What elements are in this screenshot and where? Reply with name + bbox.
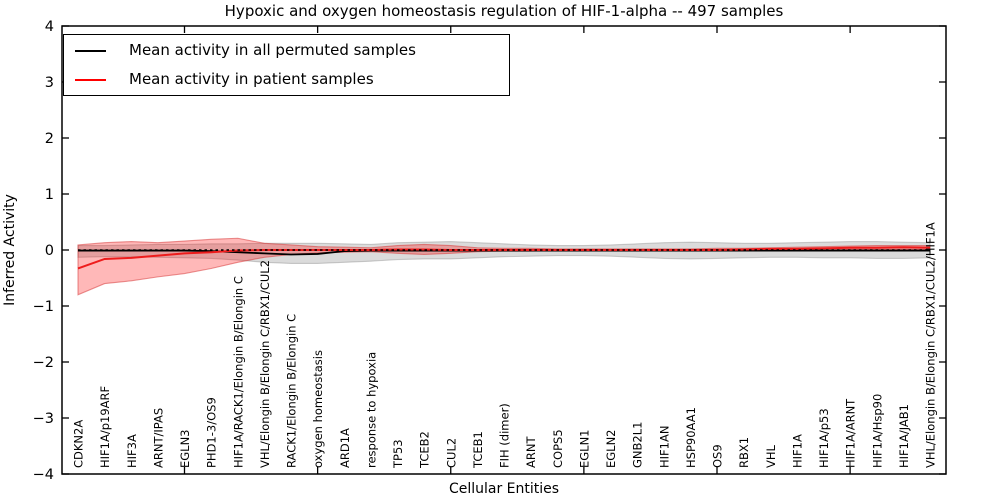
x-entity-label: EGLN1 (577, 429, 591, 468)
x-entity-label: PHD1-3/OS9 (205, 397, 219, 468)
x-entity-label: HSP90AA1 (684, 407, 698, 468)
chart-title: Hypoxic and oxygen homeostasis regulatio… (224, 2, 784, 20)
y-tick-label: −3 (33, 411, 54, 427)
legend: Mean activity in all permuted samples Me… (63, 34, 510, 96)
x-entity-label: HIF1A/p19ARF (98, 386, 112, 468)
x-entity-label: CUL2 (444, 438, 458, 468)
legend-item-permuted: Mean activity in all permuted samples (64, 36, 509, 65)
y-tick-label: 3 (45, 75, 54, 91)
x-entity-label: VHL/Elongin B/Elongin C/RBX1/CUL2/HIF1A (924, 222, 938, 468)
legend-item-patient: Mean activity in patient samples (64, 65, 509, 94)
x-entity-label: TCEB1 (471, 431, 485, 469)
patient-confidence-band (77, 237, 931, 296)
x-entity-label: TCEB2 (418, 431, 432, 469)
x-entity-label: TP53 (391, 439, 405, 469)
x-entity-label: oxygen homeostasis (311, 350, 325, 468)
legend-label-patient: Mean activity in patient samples (129, 70, 374, 88)
y-tick-label: −1 (33, 299, 54, 315)
x-entity-label: ARNT/IPAS (151, 408, 165, 468)
y-tick-label: 4 (45, 19, 54, 35)
x-entity-label: RBX1 (737, 437, 751, 468)
patient-line-swatch (75, 78, 106, 81)
x-entity-label: ARD1A (338, 428, 352, 468)
x-entity-label: FIH (dimer) (498, 403, 512, 468)
x-entity-label: EGLN2 (604, 429, 618, 468)
x-entity-label: OS9 (711, 444, 725, 468)
y-tick-label: 0 (45, 243, 54, 259)
x-entity-label: HIF1A/JAB1 (897, 404, 911, 468)
x-entity-label: GNB2L1 (631, 422, 645, 468)
x-entity-label: HIF1AN (657, 426, 671, 468)
x-entity-label: RACK1/Elongin B/Elongin C (285, 314, 299, 468)
x-entity-label: HIF1A/RACK1/Elongin B/Elongin C (231, 276, 245, 468)
permuted-confidence-band (77, 241, 931, 264)
y-tick-label: 1 (45, 187, 54, 203)
x-entity-label: EGLN3 (178, 429, 192, 468)
x-entity-label: response to hypoxia (364, 352, 378, 468)
x-entity-label: HIF3A (125, 434, 139, 468)
x-entity-label: VHL/Elongin B/Elongin C/RBX1/CUL2 (258, 260, 272, 468)
permuted-line-swatch (75, 49, 106, 52)
x-entity-label: COPS5 (551, 429, 565, 468)
y-axis-label: Inferred Activity (2, 194, 18, 306)
x-entity-label: HIF1A/ARNT (844, 398, 858, 468)
x-entity-label: ARNT (524, 436, 538, 468)
x-entity-label: HIF1A/Hsp90 (870, 394, 884, 468)
x-entity-label: VHL (764, 444, 778, 468)
y-tick-label: −2 (33, 355, 54, 371)
x-entity-label: HIF1A/p53 (817, 408, 831, 468)
x-axis-label: Cellular Entities (448, 481, 560, 497)
legend-label-permuted: Mean activity in all permuted samples (129, 41, 416, 59)
x-entity-label: CDKN2A (72, 420, 86, 468)
y-tick-label: −4 (33, 467, 54, 483)
y-tick-label: 2 (45, 131, 54, 147)
x-entity-label: HIF1A (790, 434, 804, 468)
